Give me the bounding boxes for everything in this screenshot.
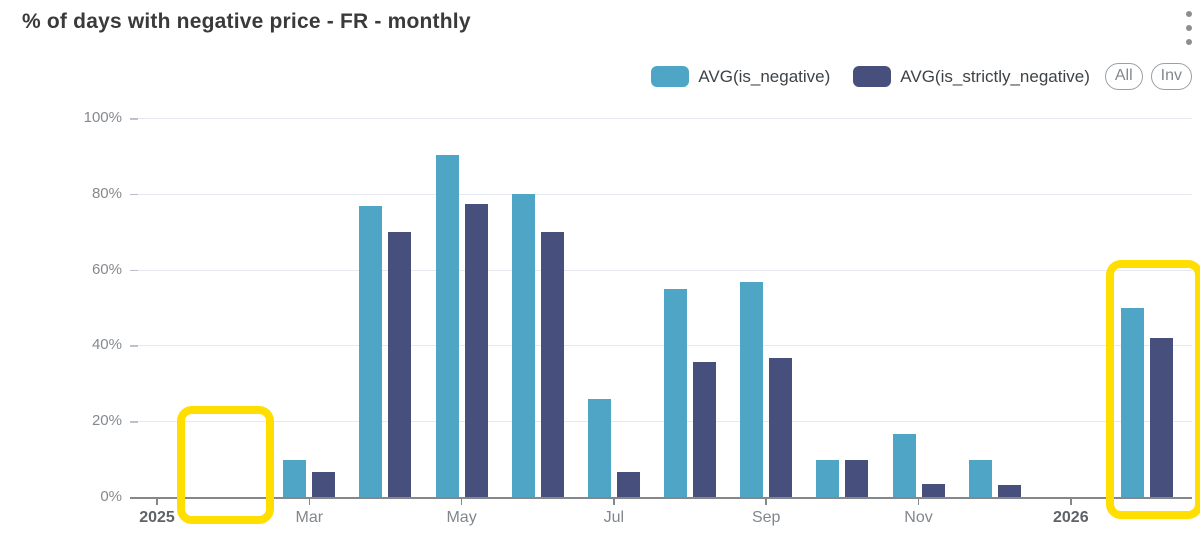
x-axis-tick: [308, 498, 311, 505]
y-axis-tick: [130, 421, 138, 423]
x-axis-label: Mar: [295, 509, 324, 526]
gridline: [130, 193, 1192, 195]
bar-is-strictly-negative-jun-2025[interactable]: [540, 231, 564, 497]
bar-is-negative-feb-2026[interactable]: [1120, 307, 1144, 497]
more-options-icon[interactable]: [1180, 11, 1198, 45]
gridline: [130, 345, 1192, 347]
x-axis-label: Sep: [751, 509, 781, 526]
x-axis-label: Nov: [904, 509, 933, 526]
bar-is-strictly-negative-jul-2025[interactable]: [616, 472, 640, 497]
gridline: [130, 269, 1192, 271]
bar-is-negative-sep-2025[interactable]: [740, 282, 764, 497]
legend-item-is-negative[interactable]: AVG(is_negative): [651, 66, 830, 87]
y-axis-tick: [130, 193, 138, 196]
bar-is-strictly-negative-apr-2025[interactable]: [388, 231, 412, 497]
bar-is-strictly-negative-dec-2025[interactable]: [997, 484, 1021, 497]
legend-item-is-strictly-negative[interactable]: AVG(is_strictly_negative): [853, 66, 1090, 87]
kebab-dot: [1186, 25, 1192, 31]
bar-is-negative-apr-2025[interactable]: [359, 206, 383, 497]
x-axis-line: [130, 497, 1192, 499]
gridline: [130, 118, 1192, 119]
bar-is-negative-oct-2025[interactable]: [816, 460, 840, 497]
y-axis-label: 0%: [100, 488, 122, 505]
y-axis-label: 20%: [91, 412, 122, 430]
bar-is-negative-mar-2025[interactable]: [283, 460, 307, 497]
bar-is-negative-nov-2025[interactable]: [892, 433, 916, 497]
bar-is-negative-jul-2025[interactable]: [587, 399, 611, 497]
page-title: % of days with negative price - FR - mon…: [22, 10, 471, 33]
x-axis-tick: [765, 498, 767, 505]
x-axis-tick: [613, 498, 615, 505]
bar-is-strictly-negative-sep-2025[interactable]: [769, 357, 793, 497]
legend: AVG(is_negative) AVG(is_strictly_negativ…: [651, 63, 1192, 90]
legend-label-is-negative: AVG(is_negative): [698, 66, 831, 86]
bar-is-strictly-negative-may-2025[interactable]: [464, 203, 488, 497]
bar-is-strictly-negative-feb-2026[interactable]: [1149, 337, 1173, 497]
x-axis-tick: [1070, 498, 1072, 505]
bar-is-negative-may-2025[interactable]: [435, 154, 459, 497]
bar-is-strictly-negative-mar-2025[interactable]: [312, 472, 336, 497]
bar-is-strictly-negative-oct-2025[interactable]: [845, 460, 869, 497]
bar-is-negative-aug-2025[interactable]: [664, 289, 688, 497]
x-axis-label: 2025: [139, 509, 175, 526]
x-axis-tick: [917, 498, 920, 505]
bar-is-negative-jun-2025[interactable]: [511, 193, 535, 497]
gridline: [130, 421, 1192, 423]
y-axis-label: 60%: [91, 260, 122, 278]
y-axis-label: 80%: [91, 184, 122, 202]
kebab-dot: [1186, 39, 1192, 45]
inv-button[interactable]: Inv: [1150, 63, 1192, 90]
legend-label-is-strictly-negative: AVG(is_strictly_negative): [900, 66, 1090, 86]
y-axis-tick: [130, 269, 138, 272]
highlight-box: [176, 406, 274, 524]
y-axis-tick: [130, 345, 138, 347]
bar-is-negative-dec-2025[interactable]: [968, 460, 992, 497]
bar-is-strictly-negative-aug-2025[interactable]: [693, 362, 717, 497]
bar-is-strictly-negative-nov-2025[interactable]: [921, 484, 945, 497]
y-axis-label: 100%: [83, 109, 122, 126]
x-axis-label: May: [446, 509, 477, 526]
legend-swatch-is-strictly-negative-icon: [853, 66, 892, 87]
y-axis-label: 40%: [91, 336, 122, 354]
x-axis-tick: [460, 498, 463, 505]
legend-swatch-is-negative-icon: [651, 66, 690, 87]
y-axis-tick: [130, 118, 138, 120]
kebab-dot: [1186, 11, 1192, 17]
x-axis-label: 2026: [1053, 509, 1089, 526]
all-button[interactable]: All: [1104, 63, 1143, 90]
x-axis-label: Jul: [603, 509, 625, 526]
x-axis-tick: [156, 498, 158, 505]
